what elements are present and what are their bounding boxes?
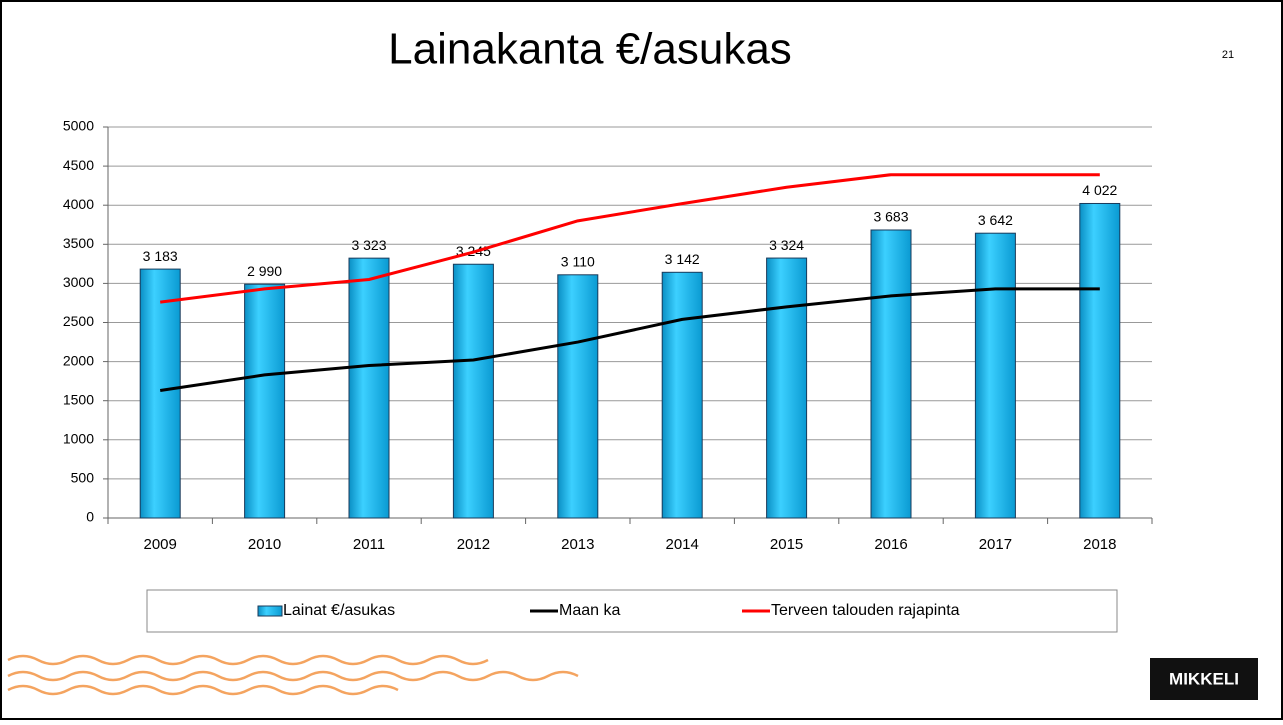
value-label: 3 142: [665, 251, 700, 267]
y-tick-label: 2000: [63, 352, 94, 368]
logo-box: [1150, 658, 1258, 700]
x-tick-label: 2011: [353, 536, 385, 553]
x-tick-label: 2016: [874, 536, 907, 553]
value-label: 3 683: [873, 209, 908, 225]
y-tick-label: 4500: [63, 157, 94, 173]
value-label: 3 183: [143, 248, 178, 264]
x-tick-label: 2012: [457, 536, 490, 553]
legend-label: Maan ka: [559, 602, 620, 619]
decoration: [7, 654, 579, 696]
y-tick-label: 500: [71, 470, 95, 486]
value-label: 3 642: [978, 212, 1013, 228]
line: [159, 287, 1100, 393]
x-tick-label: 2018: [1083, 536, 1116, 553]
chart-title: Lainakanta €/asukas: [388, 25, 792, 74]
bar: [974, 232, 1016, 519]
value-label: 2 990: [247, 263, 282, 279]
y-tick-label: 0: [86, 509, 94, 525]
y-tick-label: 4000: [63, 196, 94, 212]
slide-number: 21: [1222, 49, 1234, 61]
bar: [244, 283, 286, 519]
logo: MIKKELI: [1169, 669, 1239, 688]
y-tick-label: 5000: [63, 118, 94, 134]
value-label: 3 110: [561, 254, 595, 270]
bar: [557, 274, 599, 519]
bar: [870, 229, 912, 519]
x-tick-label: 2010: [248, 536, 281, 553]
y-tick-label: 3000: [63, 274, 94, 290]
line: [160, 173, 1100, 304]
value-label: 3 323: [351, 237, 386, 253]
bar: [348, 257, 390, 519]
bar: [1079, 202, 1121, 519]
legend-box: [146, 589, 1118, 633]
value-label: 4 022: [1082, 182, 1117, 198]
bar: [661, 271, 703, 519]
bar: [139, 268, 181, 519]
x-tick-label: 2015: [770, 536, 803, 553]
legend-label: Lainat €/asukas: [283, 602, 395, 619]
x-tick-label: 2013: [561, 536, 594, 553]
x-tick-label: 2009: [144, 536, 177, 553]
legend-swatch: [257, 605, 283, 617]
legend-label: Terveen talouden rajapinta: [771, 602, 960, 619]
y-tick-label: 1500: [63, 391, 94, 407]
y-tick-label: 3500: [63, 235, 94, 251]
x-tick-label: 2017: [979, 536, 1012, 553]
bar: [766, 257, 808, 519]
y-tick-label: 1000: [63, 431, 94, 447]
bar: [452, 263, 494, 519]
y-tick-label: 2500: [63, 313, 94, 329]
x-tick-label: 2014: [666, 536, 699, 553]
value-label: 3 324: [769, 237, 804, 253]
